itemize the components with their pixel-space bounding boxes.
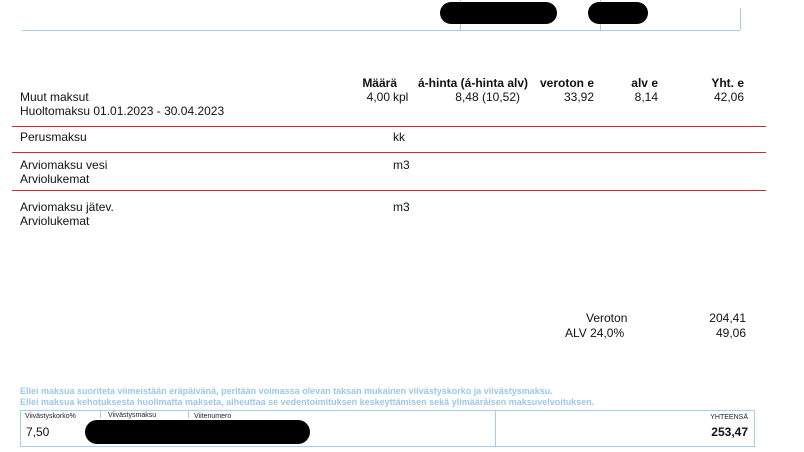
item-name: Perusmaksu	[20, 130, 87, 144]
net: 33,92	[563, 90, 594, 104]
notice-line: Ellei maksua kehotuksesta huolimatta mak…	[20, 397, 595, 407]
unit: kpl	[393, 90, 409, 104]
field-label: Viitenumero	[194, 413, 232, 420]
row-separator	[12, 190, 766, 191]
footer-box	[20, 410, 755, 447]
item-name: Huoltomaksu 01.01.2023 - 30.04.2023	[20, 104, 225, 118]
field-label: Viivästyskorko%	[25, 413, 76, 420]
unit: kk	[393, 130, 405, 144]
top-border	[22, 30, 740, 31]
grand-total: 253,47	[711, 425, 748, 439]
col-header: alv e	[631, 76, 658, 90]
total: 42,06	[713, 90, 744, 104]
vat: 8,14	[634, 90, 658, 104]
col-header: Määrä	[362, 76, 397, 90]
col-header: Yht. e	[711, 76, 744, 90]
footer-divider	[100, 410, 101, 418]
redaction	[440, 2, 557, 24]
footer-divider	[495, 410, 496, 446]
item-name: Arviomaksu jätev.	[20, 200, 114, 214]
row-separator	[12, 152, 766, 153]
row-separator	[12, 126, 766, 127]
price: 8,48 (10,52)	[455, 90, 520, 104]
item-sub: Arviolukemat	[20, 214, 90, 228]
unit: m3	[393, 158, 410, 172]
unit: m3	[393, 200, 410, 214]
net-total: 204,41	[709, 311, 746, 325]
notice-line: Ellei maksua suoriteta viimeistään eräpä…	[20, 386, 553, 396]
item-sub: Arviolukemat	[20, 172, 90, 186]
interest-value: 7,50	[26, 425, 50, 439]
col-header: á-hinta (á-hinta alv)	[418, 76, 529, 90]
vat-total: 49,06	[715, 326, 746, 340]
net-label: Veroton	[586, 311, 628, 325]
vat-label: ALV 24,0%	[565, 326, 625, 340]
footer-divider	[188, 410, 189, 418]
quantity: 4,00	[366, 90, 390, 104]
redaction	[85, 420, 310, 444]
col-header: veroton e	[539, 76, 594, 90]
top-divider	[740, 8, 741, 30]
section-title: Muut maksut	[20, 90, 89, 104]
item-name: Arviomaksu vesi	[20, 158, 108, 172]
field-label: Viivästysmaksu	[108, 412, 157, 419]
total-label: YHTEENSÄ	[710, 414, 748, 421]
redaction	[588, 2, 648, 24]
